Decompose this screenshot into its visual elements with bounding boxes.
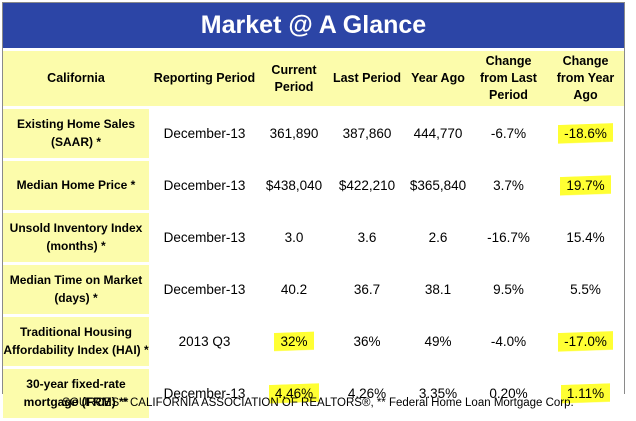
cell-period: December-13 <box>149 265 260 314</box>
cell-last: 36% <box>328 317 406 366</box>
cell-current: 32% <box>260 317 328 366</box>
cell-change-last: -4.0% <box>470 317 547 366</box>
row-label: Unsold Inventory Index (months) * <box>3 213 149 262</box>
row-label: Median Home Price * <box>3 161 149 210</box>
cell-last: 36.7 <box>328 265 406 314</box>
market-table: California Reporting Period Current Peri… <box>3 48 624 421</box>
cell-period: December-13 <box>149 109 260 158</box>
cell-last: $422,210 <box>328 161 406 210</box>
cell-period: December-13 <box>149 161 260 210</box>
column-header: Year Ago <box>406 51 470 106</box>
cell-current: 3.0 <box>260 213 328 262</box>
cell-current: $438,040 <box>260 161 328 210</box>
cell-current: 40.2 <box>260 265 328 314</box>
highlight-mark: 1.11% <box>560 383 611 404</box>
table-row: Traditional Housing Affordability Index … <box>3 317 624 366</box>
sources-footnote: SOURCES * CALIFORNIA ASSOCIATION OF REAL… <box>62 397 574 409</box>
row-label: 30-year fixed-rate mortgage (FRM) ** <box>3 369 149 418</box>
cell-period: December-13 <box>149 369 260 418</box>
cell-change-last: 3.7% <box>470 161 547 210</box>
column-header: Reporting Period <box>149 51 260 106</box>
cell-change-year: 5.5% <box>547 265 624 314</box>
cell-change-last: 9.5% <box>470 265 547 314</box>
cell-last: 3.6 <box>328 213 406 262</box>
table-row: Median Time on Market (days) * December-… <box>3 265 624 314</box>
table-row: Median Home Price * December-13 $438,040… <box>3 161 624 210</box>
cell-period: 2013 Q3 <box>149 317 260 366</box>
highlight-mark: -17.0% <box>558 331 613 352</box>
cell-change-last: -6.7% <box>470 109 547 158</box>
cell-change-year: 1.11% <box>547 369 624 418</box>
cell-current: 361,890 <box>260 109 328 158</box>
cell-last: 387,860 <box>328 109 406 158</box>
table-row: Existing Home Sales (SAAR) * December-13… <box>3 109 624 158</box>
highlight-mark: -18.6% <box>558 123 613 144</box>
row-label: Median Time on Market (days) * <box>3 265 149 314</box>
highlight-mark: 4.46% <box>268 383 320 404</box>
table-row: 30-year fixed-rate mortgage (FRM) ** Dec… <box>3 369 624 418</box>
column-header: California <box>3 51 149 106</box>
cell-year-ago: 444,770 <box>406 109 470 158</box>
row-label: Traditional Housing Affordability Index … <box>3 317 149 366</box>
column-header: Current Period <box>260 51 328 106</box>
column-header: Change from Last Period <box>470 51 547 106</box>
column-header: Last Period <box>328 51 406 106</box>
header-row: California Reporting Period Current Peri… <box>3 51 624 106</box>
cell-change-last: 0.20% <box>470 369 547 418</box>
cell-last: 4.26% <box>328 369 406 418</box>
page-title: Market @ A Glance <box>3 3 624 48</box>
cell-year-ago: 3.35% <box>406 369 470 418</box>
cell-year-ago: 38.1 <box>406 265 470 314</box>
highlight-mark: 19.7% <box>560 175 611 196</box>
column-header: Change from Year Ago <box>547 51 624 106</box>
cell-change-year: -18.6% <box>547 109 624 158</box>
cell-year-ago: $365,840 <box>406 161 470 210</box>
cell-period: December-13 <box>149 213 260 262</box>
cell-change-year: -17.0% <box>547 317 624 366</box>
table-row: Unsold Inventory Index (months) * Decemb… <box>3 213 624 262</box>
cell-year-ago: 49% <box>406 317 470 366</box>
cell-year-ago: 2.6 <box>406 213 470 262</box>
cell-change-last: -16.7% <box>470 213 547 262</box>
highlight-mark: 32% <box>274 331 314 352</box>
row-label: Existing Home Sales (SAAR) * <box>3 109 149 158</box>
cell-current: 4.46% <box>260 369 328 418</box>
cell-change-year: 15.4% <box>547 213 624 262</box>
cell-change-year: 19.7% <box>547 161 624 210</box>
